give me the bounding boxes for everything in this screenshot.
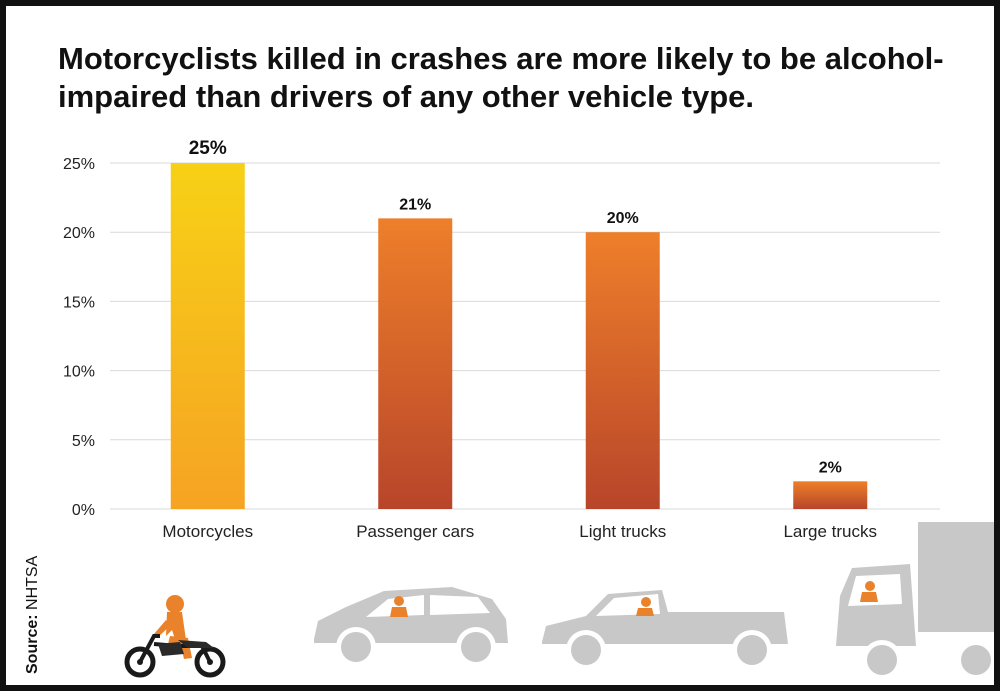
data-label: 25% (189, 138, 227, 159)
bars (170, 163, 868, 510)
grid-lines (110, 162, 940, 510)
data-labels: 25% 21% 20% 2% (189, 138, 842, 476)
y-tick-label: 0% (72, 502, 95, 519)
light-truck-icon (542, 590, 788, 670)
bar (378, 218, 453, 510)
passenger-car-icon (314, 587, 508, 667)
chart-title: Motorcyclists killed in crashes are more… (58, 41, 944, 114)
source-label: Source: (24, 614, 41, 674)
y-tick-label: 15% (63, 294, 95, 311)
x-axis-categories: Motorcycles Passenger cars Light trucks Lar… (162, 522, 877, 541)
x-category-label: Large trucks (783, 522, 877, 541)
x-category-label: Passenger cars (356, 522, 474, 541)
source-value: NHTSA (24, 555, 41, 610)
y-axis-ticks: 0% 5% 10% 15% 20% 25% (63, 156, 95, 519)
y-tick-label: 20% (63, 225, 95, 242)
x-category-label: Motorcycles (162, 522, 253, 541)
data-label: 2% (819, 459, 842, 476)
bar-chart: 0% 5% 10% 15% 20% 25% 25% 21% 20% 2% Motorcycles… (63, 138, 994, 680)
x-category-label: Light trucks (579, 522, 666, 541)
y-tick-label: 5% (72, 433, 95, 450)
bar (585, 232, 660, 509)
y-tick-label: 10% (63, 364, 95, 381)
bar (170, 163, 245, 509)
bar (793, 481, 868, 509)
y-tick-label: 25% (63, 156, 95, 173)
data-label: 20% (607, 210, 639, 227)
source-note: Source: NHTSA (24, 556, 42, 674)
large-truck-icon (836, 522, 994, 680)
motorcycle-rider-icon (124, 595, 226, 678)
data-label: 21% (399, 196, 431, 213)
